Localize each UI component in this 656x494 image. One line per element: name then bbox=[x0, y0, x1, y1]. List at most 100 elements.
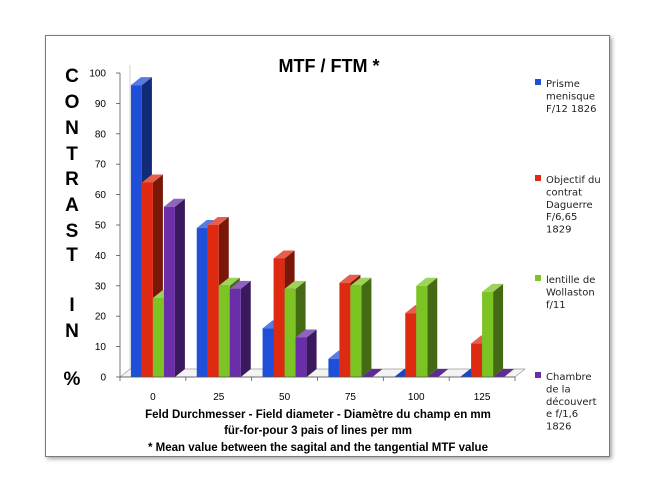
bar-front bbox=[328, 358, 340, 377]
legend-label: de la bbox=[546, 384, 571, 395]
bar-front bbox=[350, 285, 362, 377]
caption-line: für-for-pour 3 pais of lines per mm bbox=[224, 425, 412, 437]
y-axis-label-letter: T bbox=[66, 245, 78, 266]
bar-front bbox=[141, 182, 153, 377]
x-tick-label: 25 bbox=[213, 392, 225, 403]
bar-front bbox=[152, 297, 164, 377]
legend-label: Objectif du bbox=[546, 175, 601, 186]
bar-front bbox=[284, 288, 296, 377]
bar-top bbox=[273, 250, 295, 259]
y-tick-label: 90 bbox=[95, 99, 107, 110]
y-axis-label-letter: O bbox=[65, 92, 80, 113]
bar-side bbox=[240, 280, 251, 377]
x-tick-label: 75 bbox=[345, 392, 357, 403]
bar-top bbox=[482, 283, 504, 292]
legend-swatch bbox=[535, 79, 541, 85]
legend-label: F/12 1826 bbox=[546, 104, 596, 115]
bar bbox=[229, 280, 251, 377]
bar-front bbox=[229, 288, 241, 377]
legend-label: F/6,65 bbox=[546, 212, 577, 223]
chart-title: MTF / FTM * bbox=[279, 56, 380, 76]
bar bbox=[163, 198, 185, 377]
bar-top bbox=[416, 277, 438, 286]
legend-label: découvert bbox=[546, 396, 597, 408]
bar-top bbox=[284, 280, 306, 289]
y-tick-label: 80 bbox=[95, 129, 107, 140]
bar-front bbox=[163, 206, 175, 377]
bar-front bbox=[339, 282, 351, 377]
bar bbox=[295, 329, 317, 377]
legend-label: Wollaston bbox=[546, 287, 595, 298]
y-tick-label: 100 bbox=[89, 69, 106, 80]
bar bbox=[416, 277, 438, 377]
legend-label: f/11 bbox=[546, 300, 566, 311]
legend-label: lentille de bbox=[546, 275, 595, 286]
bar-top bbox=[218, 277, 240, 286]
bar-front bbox=[471, 343, 483, 377]
legend-label: 1826 bbox=[546, 422, 571, 433]
bar-front bbox=[262, 328, 274, 377]
y-axis-label-letter: R bbox=[65, 169, 79, 190]
bar-front bbox=[482, 291, 494, 377]
y-axis-label-letter: C bbox=[65, 66, 79, 87]
bar-side bbox=[174, 198, 185, 377]
y-axis-label-letter: N bbox=[65, 321, 79, 342]
y-tick-label: 70 bbox=[95, 160, 107, 171]
x-tick-label: 125 bbox=[474, 392, 491, 403]
bars-group bbox=[130, 77, 515, 377]
bar-front bbox=[295, 337, 307, 377]
bar bbox=[482, 283, 504, 377]
legend-swatch bbox=[535, 175, 541, 181]
bar-top bbox=[295, 329, 317, 338]
bar-side bbox=[427, 277, 438, 377]
y-axis-label-letter: T bbox=[66, 144, 78, 165]
bar-top bbox=[229, 280, 251, 289]
y-axis-label-letter: S bbox=[66, 221, 79, 242]
y-axis-label-letter: % bbox=[64, 369, 81, 390]
y-axis-label-letter: A bbox=[65, 195, 79, 216]
bar-front bbox=[416, 285, 428, 377]
y-tick-label: 10 bbox=[95, 342, 107, 353]
bar-top bbox=[339, 274, 361, 283]
bar-side bbox=[306, 329, 317, 377]
bar bbox=[361, 369, 383, 377]
bar-top bbox=[130, 77, 152, 86]
bar-front bbox=[218, 285, 230, 377]
y-tick-label: 50 bbox=[95, 221, 107, 232]
legend-label: Prisme bbox=[546, 79, 580, 90]
bar-side bbox=[361, 277, 372, 377]
bar-base bbox=[361, 369, 383, 377]
y-tick-label: 30 bbox=[95, 281, 107, 292]
y-axis-label-letter: I bbox=[69, 295, 74, 316]
y-axis-label-letter: N bbox=[65, 118, 79, 139]
bar-top bbox=[350, 277, 372, 286]
caption-line: * Mean value between the sagital and the… bbox=[148, 442, 488, 454]
legend-label: Chambre bbox=[546, 372, 592, 383]
bar-front bbox=[207, 225, 219, 377]
bar-base bbox=[493, 369, 515, 377]
legend-label: e f/1,6 bbox=[546, 409, 578, 420]
x-axis: 0 25 50 75 100 125 bbox=[119, 377, 516, 403]
bar bbox=[493, 369, 515, 377]
bar-front bbox=[130, 85, 142, 377]
bar bbox=[427, 369, 449, 377]
x-tick-label: 50 bbox=[279, 392, 291, 403]
bar-side bbox=[493, 283, 504, 377]
bar-base bbox=[427, 369, 449, 377]
x-tick-label: 100 bbox=[408, 392, 425, 403]
legend-swatch bbox=[535, 275, 541, 281]
bar-top bbox=[207, 217, 229, 225]
legend-swatch bbox=[535, 372, 541, 378]
bar bbox=[350, 277, 372, 377]
y-tick-label: 40 bbox=[95, 251, 107, 262]
legend-label: menisque bbox=[546, 91, 595, 102]
bar-front bbox=[405, 313, 417, 377]
bar-front bbox=[273, 258, 285, 377]
